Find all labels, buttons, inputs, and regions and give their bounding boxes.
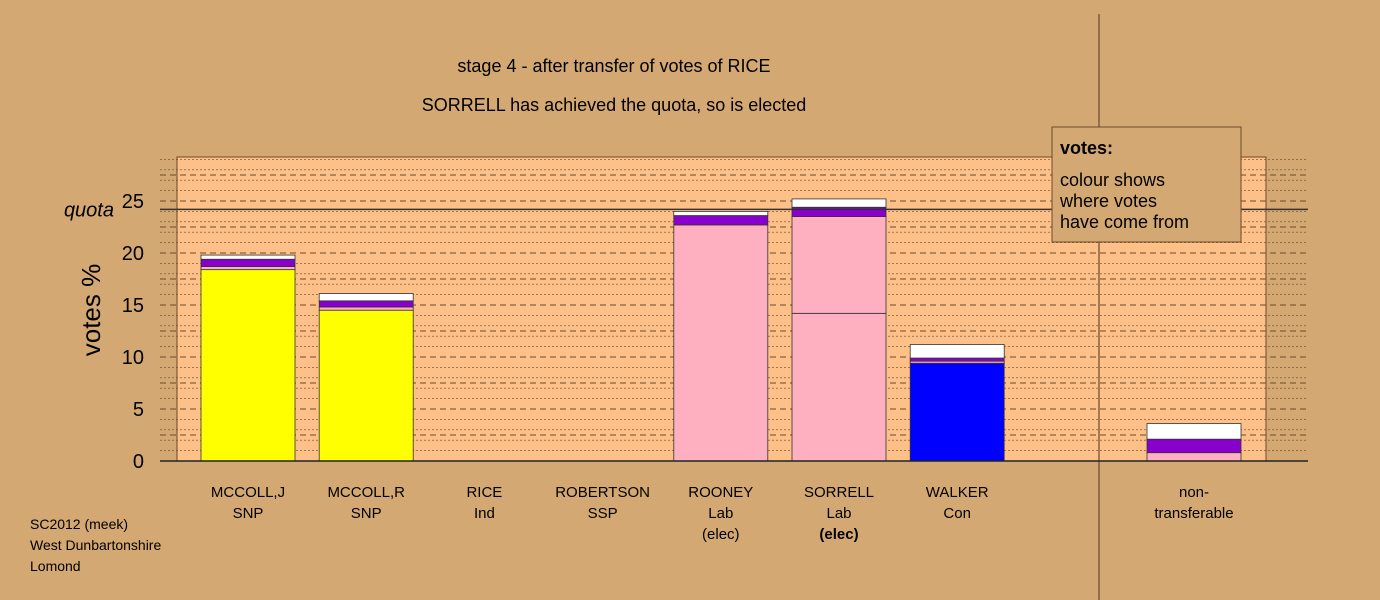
bar-mccollr-segment-2 <box>318 306 414 311</box>
x-label-rice-line-1: RICE <box>466 484 502 501</box>
bar-mccollr-segment-1 <box>318 309 414 462</box>
y-tick-label: 20 <box>122 243 144 265</box>
x-label-rooney-line-2: Lab <box>708 505 733 522</box>
legend-title: votes: <box>1060 138 1113 158</box>
y-tick-label: 25 <box>122 191 144 213</box>
x-label-rice-line-2: Ind <box>474 505 495 522</box>
x-label-sorrell-line-3: (elec) <box>819 526 858 543</box>
bar-walker-segment-3 <box>909 357 1005 362</box>
x-axis-labels: MCCOLL,J SNP MCCOLL,R SNP RICE Ind ROBERTSON SS… <box>211 484 1234 543</box>
x-label-robertson-line-2: SSP <box>588 505 618 522</box>
bar-mccollr-segment-4 <box>318 293 414 302</box>
bar-sorrell-segment-2 <box>791 216 887 314</box>
footer-line-3: Lomond <box>30 558 81 574</box>
x-label-mccollj-line-2: SNP <box>233 505 264 522</box>
footer-line-2: West Dunbartonshire <box>30 537 161 553</box>
bar-walker <box>909 344 1005 462</box>
bar-rooney-segment-2 <box>673 215 769 226</box>
y-tick-label: 0 <box>133 451 144 473</box>
x-label-walker-line-1: WALKER <box>926 484 989 501</box>
bar-nontransferable-segment-1 <box>1146 452 1242 462</box>
bar-nontransferable <box>1146 423 1242 462</box>
chart-title: stage 4 - after transfer of votes of RIC… <box>457 56 770 76</box>
bar-rooney <box>673 210 769 462</box>
bars <box>200 198 1242 462</box>
bar-rooney-segment-1 <box>673 224 769 462</box>
legend-box <box>1051 126 1242 243</box>
x-label-walker-line-2: Con <box>943 505 971 522</box>
x-label-robertson-line-1: ROBERTSON <box>555 484 650 501</box>
x-label-nontransferable-line-1: non- <box>1179 484 1209 501</box>
footer: SC2012 (meek) West Dunbartonshire Lomond <box>30 516 161 574</box>
bar-mccollj-segment-2 <box>200 266 296 271</box>
bar-walker-segment-4 <box>909 344 1005 359</box>
footer-line-1: SC2012 (meek) <box>30 516 128 532</box>
x-label-mccollj-line-1: MCCOLL,J <box>211 484 285 501</box>
legend: votes: colour shows where votes have com… <box>1051 126 1242 243</box>
bar-sorrell-segment-1 <box>791 312 887 462</box>
x-label-mccollr-line-2: SNP <box>351 505 382 522</box>
legend-line-2: where votes <box>1059 191 1157 211</box>
bar-sorrell-segment-4 <box>791 198 887 208</box>
x-label-rooney-line-1: ROONEY <box>688 484 753 501</box>
bar-mccollj-segment-4 <box>200 254 296 260</box>
x-label-sorrell-line-2: Lab <box>826 505 851 522</box>
bar-mccollj <box>200 254 296 462</box>
y-axis-label: votes % <box>76 264 106 357</box>
bar-rooney-segment-3 <box>673 210 769 216</box>
chart-subtitle: SORRELL has achieved the quota, so is el… <box>422 95 807 115</box>
bar-walker-segment-1 <box>909 362 1005 462</box>
bar-sorrell <box>791 198 887 462</box>
bar-nontransferable-segment-3 <box>1146 423 1242 440</box>
y-tick-label: 10 <box>122 347 144 369</box>
x-label-mccollr-line-1: MCCOLL,R <box>327 484 405 501</box>
y-axis-ticks: 0 5 10 15 20 25 <box>122 191 144 473</box>
bar-mccollr <box>318 293 414 462</box>
bar-mccollr-segment-3 <box>318 300 414 308</box>
legend-line-1: colour shows <box>1060 170 1165 190</box>
legend-line-3: have come from <box>1060 212 1189 232</box>
bar-mccollj-segment-3 <box>200 258 296 267</box>
x-label-nontransferable-line-2: transferable <box>1154 505 1233 522</box>
quota-label: quota <box>64 199 114 221</box>
x-label-rooney-line-3: (elec) <box>702 526 740 543</box>
y-tick-label: 15 <box>122 295 144 317</box>
y-tick-label: 5 <box>133 399 144 421</box>
bar-mccollj-segment-1 <box>200 269 296 462</box>
x-label-sorrell-line-1: SORRELL <box>804 484 874 501</box>
bar-nontransferable-segment-2 <box>1146 438 1242 454</box>
